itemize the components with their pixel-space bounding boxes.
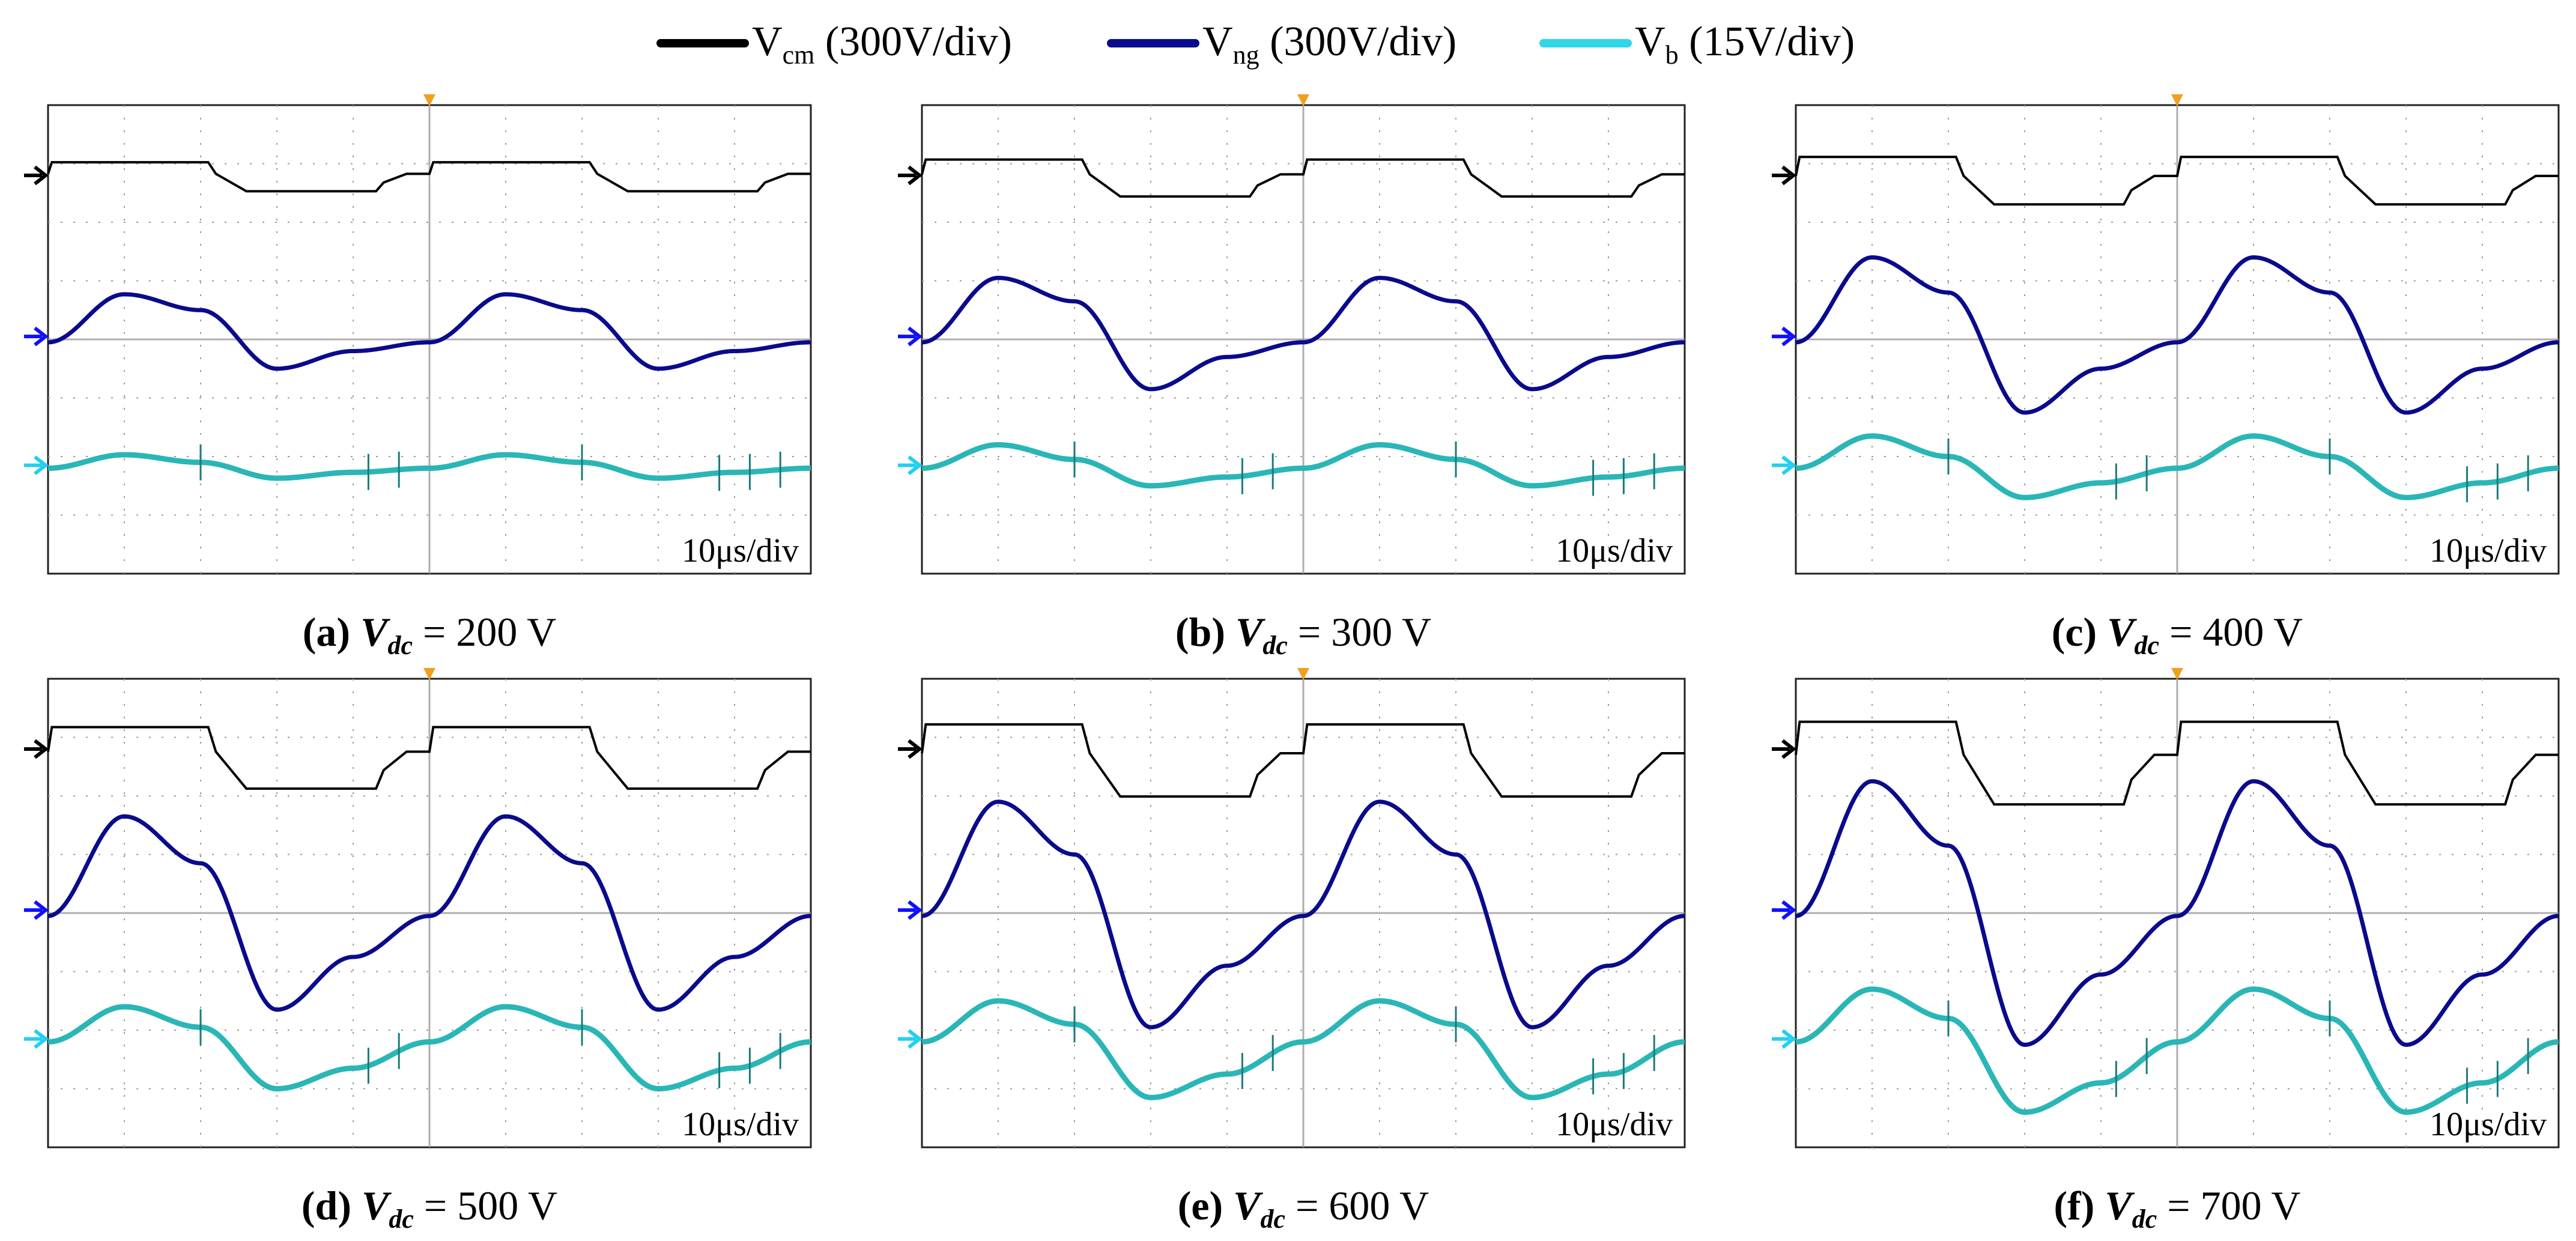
trace-vng — [921, 276, 1685, 392]
legend-item-vng: Vng (300V/div) — [1107, 19, 1456, 70]
trace-vng — [1795, 255, 2559, 415]
panel-b: 10μs/div (b) Vdc = 300 V — [898, 94, 1686, 660]
trace-vb — [47, 1004, 811, 1092]
legend-item-vb: Vb (15V/div) — [1539, 19, 1855, 70]
legend-label-vb: Vb (15V/div) — [1635, 19, 1855, 70]
panel-caption: (d) Vdc = 500 V — [302, 1183, 557, 1234]
panel-grid — [1796, 679, 2559, 1147]
panel-caption: (e) Vdc = 600 V — [1178, 1183, 1429, 1234]
ground-marker-icon — [898, 900, 923, 920]
ground-marker-icon — [1772, 739, 1796, 759]
ground-marker-icon — [24, 165, 49, 186]
ground-marker-icon — [1772, 900, 1796, 920]
trace-vcm — [1795, 156, 2559, 206]
trace-vb — [1795, 986, 2559, 1115]
legend-label-vng: Vng (300V/div) — [1202, 19, 1456, 70]
ground-marker-icon — [1772, 326, 1796, 347]
trigger-marker-icon — [1297, 668, 1309, 680]
trace-vb — [921, 998, 1685, 1100]
panel-caption: (f) Vdc = 700 V — [2053, 1183, 2300, 1234]
time-per-div-label: 10μs/div — [1556, 532, 1673, 569]
time-per-div-label: 10μs/div — [682, 1106, 799, 1143]
panel-grid — [922, 679, 1685, 1147]
ground-marker-icon — [898, 1029, 923, 1049]
ground-marker-icon — [1772, 1029, 1796, 1049]
trace-vb — [1795, 433, 2559, 500]
panel-caption: (c) Vdc = 400 V — [2052, 609, 2303, 660]
trace-vcm — [1795, 720, 2559, 806]
trace-vb — [47, 452, 811, 481]
trace-vcm — [921, 723, 1685, 798]
trace-vng — [47, 814, 811, 1012]
time-per-div-label: 10μs/div — [1556, 1106, 1673, 1143]
trace-vng — [47, 292, 811, 371]
time-per-div-label: 10μs/div — [682, 532, 799, 569]
legend: Vcm (300V/div) Vng (300V/div) Vb (15V/div) — [656, 19, 1855, 70]
trace-vng — [1795, 779, 2559, 1047]
trigger-marker-icon — [1297, 94, 1309, 106]
ground-marker-icon — [1772, 165, 1796, 186]
trigger-marker-icon — [2171, 668, 2183, 680]
panels: 10μs/div (a) Vdc = 200 V 10μs/div (b) Vdc =… — [24, 94, 2560, 1234]
legend-item-vcm: Vcm (300V/div) — [656, 19, 1012, 70]
trace-vcm — [921, 158, 1685, 198]
panel-caption: (a) Vdc = 200 V — [303, 609, 556, 660]
panel-a: 10μs/div (a) Vdc = 200 V — [24, 94, 812, 660]
trigger-marker-icon — [2171, 94, 2183, 106]
ground-marker-icon — [898, 326, 923, 347]
trace-vb — [921, 441, 1685, 489]
ground-marker-icon — [898, 165, 923, 186]
legend-label-vcm: Vcm (300V/div) — [752, 19, 1012, 70]
trigger-marker-icon — [423, 668, 435, 680]
trace-vcm — [47, 161, 811, 193]
trigger-marker-icon — [423, 94, 435, 106]
ground-marker-icon — [898, 739, 923, 759]
ground-marker-icon — [898, 455, 923, 475]
trace-vng — [921, 800, 1685, 1030]
panel-e: 10μs/div (e) Vdc = 600 V — [898, 668, 1686, 1234]
trace-vcm — [47, 726, 811, 790]
time-per-div-label: 10μs/div — [2429, 1106, 2547, 1143]
ground-marker-icon — [24, 1029, 49, 1049]
panel-grid — [48, 679, 811, 1147]
panel-caption: (b) Vdc = 300 V — [1175, 609, 1431, 660]
panel-c: 10μs/div (c) Vdc = 400 V — [1772, 94, 2560, 660]
ground-marker-icon — [24, 739, 49, 759]
panel-d: 10μs/div (d) Vdc = 500 V — [24, 668, 812, 1234]
ground-marker-icon — [24, 455, 49, 475]
panel-f: 10μs/div (f) Vdc = 700 V — [1772, 668, 2560, 1234]
ground-marker-icon — [24, 900, 49, 920]
ground-marker-icon — [24, 326, 49, 347]
panel-grid — [1796, 105, 2559, 574]
ground-marker-icon — [1772, 455, 1796, 475]
panel-grid — [48, 105, 811, 574]
time-per-div-label: 10μs/div — [2429, 532, 2547, 569]
